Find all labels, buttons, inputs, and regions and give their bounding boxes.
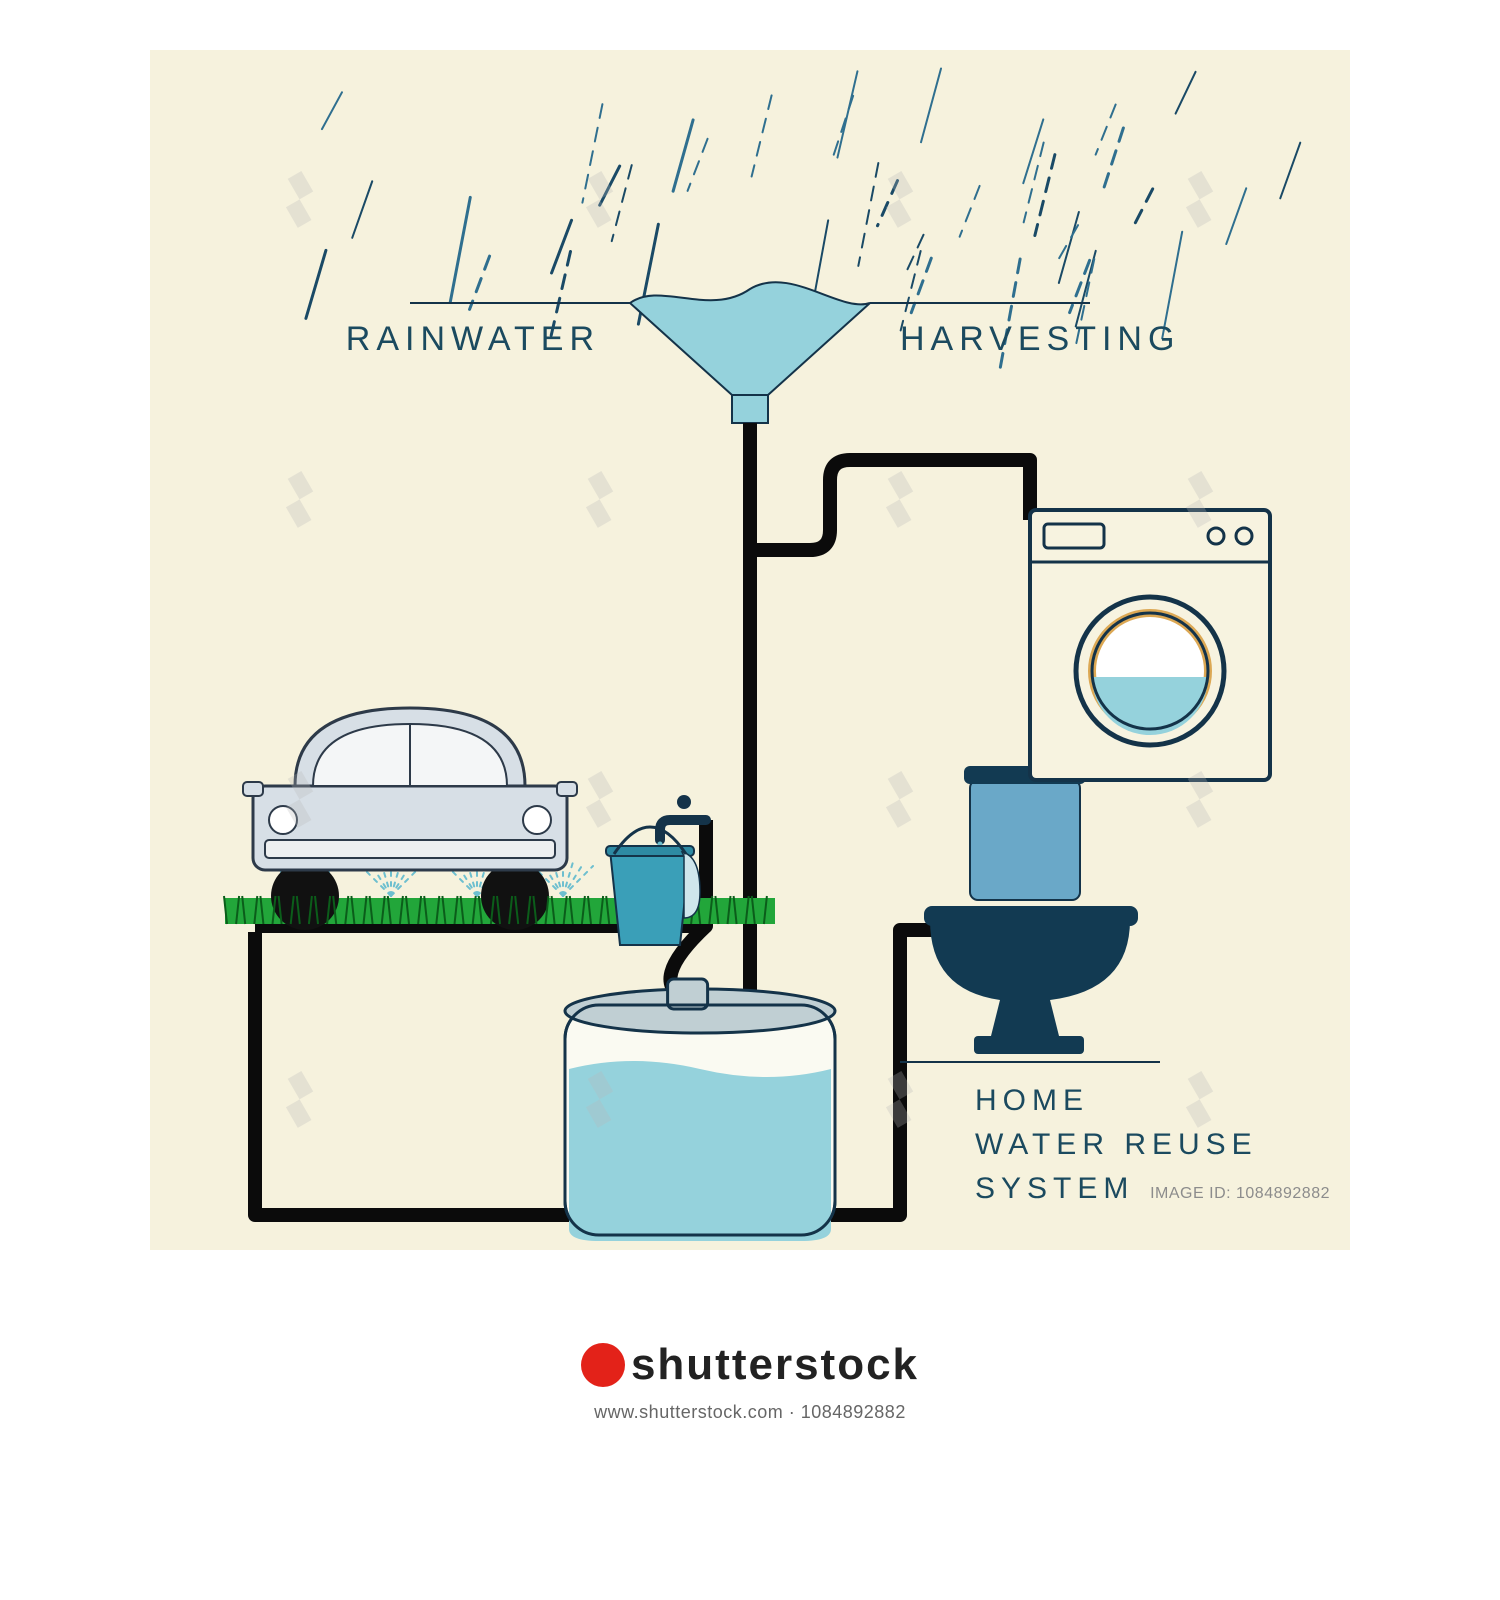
shutterstock-url: www.shutterstock.com · 1084892882 xyxy=(594,1402,906,1423)
title-left: RAINWATER xyxy=(346,320,600,358)
shutterstock-logo: shutterstock xyxy=(581,1340,919,1390)
washing-machine-icon xyxy=(1030,510,1270,780)
storage-tank-icon xyxy=(565,979,835,1241)
image-id-caption: IMAGE ID: 1084892882 xyxy=(1150,1185,1330,1203)
subtitle-line-2: WATER REUSE xyxy=(975,1128,1258,1161)
subtitle-line-3: SYSTEM xyxy=(975,1172,1134,1205)
shutterstock-wordmark: shutterstock xyxy=(631,1340,919,1390)
title-right: HARVESTING xyxy=(900,320,1180,358)
subtitle-line-1: HOME xyxy=(975,1084,1089,1117)
stock-footer: shutterstock www.shutterstock.com · 1084… xyxy=(0,1300,1500,1600)
rainwater-harvesting-diagram: RAINWATER HARVESTING HOME WATER REUSE SY… xyxy=(150,50,1350,1250)
shutterstock-dot-icon xyxy=(581,1343,625,1387)
